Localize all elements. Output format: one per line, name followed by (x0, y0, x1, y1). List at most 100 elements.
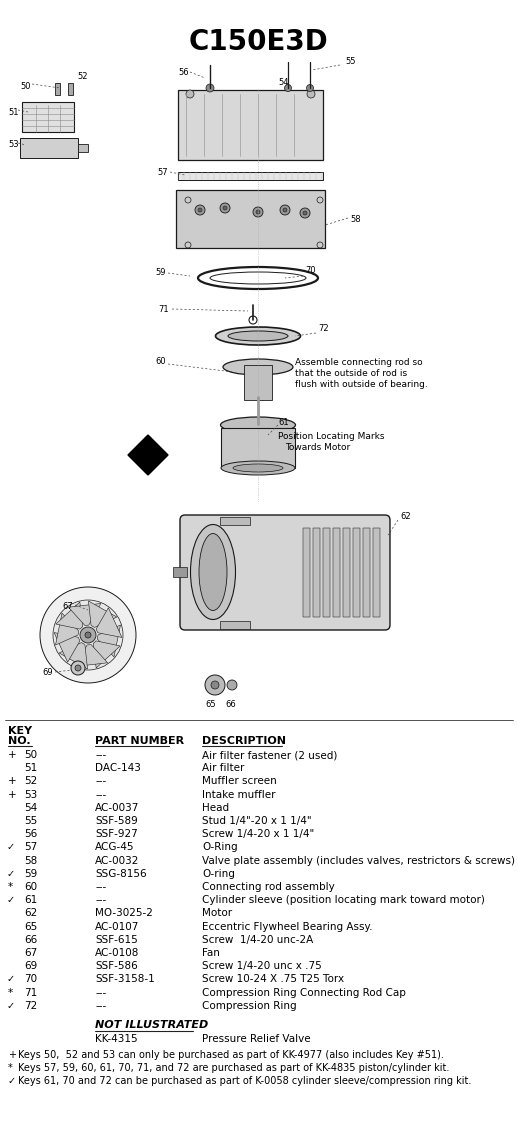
Polygon shape (89, 601, 117, 627)
Text: 50: 50 (24, 751, 37, 760)
Bar (373, 528, 380, 617)
Text: 51: 51 (8, 108, 19, 117)
Text: Screw 10-24 X .75 T25 Torx: Screw 10-24 X .75 T25 Torx (202, 975, 344, 985)
Text: 59: 59 (155, 268, 165, 277)
Text: 51: 51 (24, 763, 37, 773)
Text: Pressure Relief Valve: Pressure Relief Valve (202, 1034, 311, 1044)
Circle shape (40, 588, 136, 683)
Ellipse shape (221, 461, 295, 475)
Bar (363, 528, 370, 617)
Text: ---: --- (95, 895, 106, 906)
Text: 58: 58 (350, 215, 361, 224)
Polygon shape (75, 644, 108, 667)
Circle shape (85, 632, 91, 638)
Bar (221, 428, 295, 468)
Bar (313, 528, 320, 617)
Polygon shape (93, 641, 120, 668)
Bar (343, 528, 350, 617)
Text: C150E3D: C150E3D (189, 28, 329, 55)
Text: AC-0107: AC-0107 (95, 921, 139, 932)
Text: 52: 52 (77, 72, 88, 82)
Text: Compression Ring: Compression Ring (202, 1001, 297, 1011)
Circle shape (198, 208, 202, 212)
Text: Fan: Fan (202, 947, 220, 958)
Bar (20, 138, 78, 158)
Text: 65: 65 (24, 921, 37, 932)
Text: *: * (8, 882, 13, 892)
Bar (303, 528, 310, 617)
Text: Towards Motor: Towards Motor (285, 443, 350, 452)
Circle shape (303, 211, 307, 215)
Text: PART NUMBER: PART NUMBER (95, 736, 184, 746)
Text: Motor: Motor (202, 908, 232, 918)
Bar (55, 83, 60, 95)
Text: ---: --- (95, 751, 106, 760)
Circle shape (283, 208, 287, 212)
Text: ---: --- (95, 1001, 106, 1011)
Text: +: + (8, 1050, 16, 1060)
Text: NOT ILLUSTRATED: NOT ILLUSTRATED (95, 1020, 208, 1030)
Text: 55: 55 (345, 57, 355, 66)
Polygon shape (54, 633, 80, 662)
Circle shape (205, 675, 225, 695)
Text: 52: 52 (24, 777, 37, 787)
Polygon shape (68, 603, 101, 626)
Circle shape (300, 208, 310, 218)
Polygon shape (59, 643, 88, 669)
Text: 65: 65 (205, 700, 215, 709)
Text: O-ring: O-ring (202, 868, 235, 878)
Text: ACG-45: ACG-45 (95, 842, 135, 852)
Text: Keys 61, 70 and 72 can be purchased as part of K-0058 cylinder sleeve/compressio: Keys 61, 70 and 72 can be purchased as p… (18, 1077, 471, 1086)
Text: DAC-143: DAC-143 (95, 763, 141, 773)
Polygon shape (96, 608, 122, 637)
Text: Air filter fastener (2 used): Air filter fastener (2 used) (202, 751, 337, 760)
Text: Head: Head (202, 803, 229, 813)
Text: Connecting rod assembly: Connecting rod assembly (202, 882, 335, 892)
Ellipse shape (199, 533, 227, 610)
Text: Screw 1/4-20 x 1 1/4": Screw 1/4-20 x 1 1/4" (202, 830, 314, 839)
Text: 70: 70 (24, 975, 37, 985)
Text: ✓: ✓ (7, 1001, 15, 1011)
Text: 60: 60 (155, 357, 166, 366)
Text: 53: 53 (24, 790, 37, 799)
Circle shape (223, 206, 227, 211)
FancyBboxPatch shape (176, 190, 325, 248)
Text: Valve plate assembly (includes valves, restrictors & screws): Valve plate assembly (includes valves, r… (202, 856, 515, 866)
Text: SSG-8156: SSG-8156 (95, 868, 147, 878)
Bar (353, 528, 360, 617)
Text: ✓: ✓ (7, 895, 15, 906)
Text: 62: 62 (24, 908, 37, 918)
Text: 62: 62 (400, 512, 411, 521)
Text: 59: 59 (24, 868, 37, 878)
Text: NO.: NO. (8, 736, 31, 746)
Text: ✓: ✓ (7, 975, 15, 985)
Text: Keys 50,  52 and 53 can only be purchased as part of KK-4977 (also includes Key : Keys 50, 52 and 53 can only be purchased… (18, 1050, 444, 1060)
Text: SSF-927: SSF-927 (95, 830, 138, 839)
Circle shape (280, 205, 290, 215)
Text: *: * (8, 1063, 13, 1073)
Circle shape (307, 91, 315, 98)
Circle shape (284, 85, 292, 92)
Text: 54: 54 (24, 803, 37, 813)
Text: 69: 69 (42, 668, 53, 677)
Text: 61: 61 (24, 895, 37, 906)
Polygon shape (56, 602, 83, 629)
Text: O-Ring: O-Ring (202, 842, 238, 852)
Text: Stud 1/4"-20 x 1 1/4": Stud 1/4"-20 x 1 1/4" (202, 816, 312, 826)
Bar (323, 528, 330, 617)
Text: 66: 66 (225, 700, 236, 709)
Text: Assemble connecting rod so: Assemble connecting rod so (295, 358, 423, 367)
Text: SSF-589: SSF-589 (95, 816, 138, 826)
Text: *: * (8, 987, 13, 997)
Bar (173, 567, 187, 577)
Text: 71: 71 (158, 305, 169, 314)
Ellipse shape (191, 524, 236, 619)
Text: 57: 57 (24, 842, 37, 852)
Circle shape (195, 205, 205, 215)
Circle shape (307, 85, 313, 92)
Circle shape (53, 600, 123, 670)
Polygon shape (128, 435, 168, 475)
Text: ---: --- (95, 987, 106, 997)
Bar (78, 144, 88, 152)
Text: Position Locating Marks: Position Locating Marks (278, 432, 384, 441)
